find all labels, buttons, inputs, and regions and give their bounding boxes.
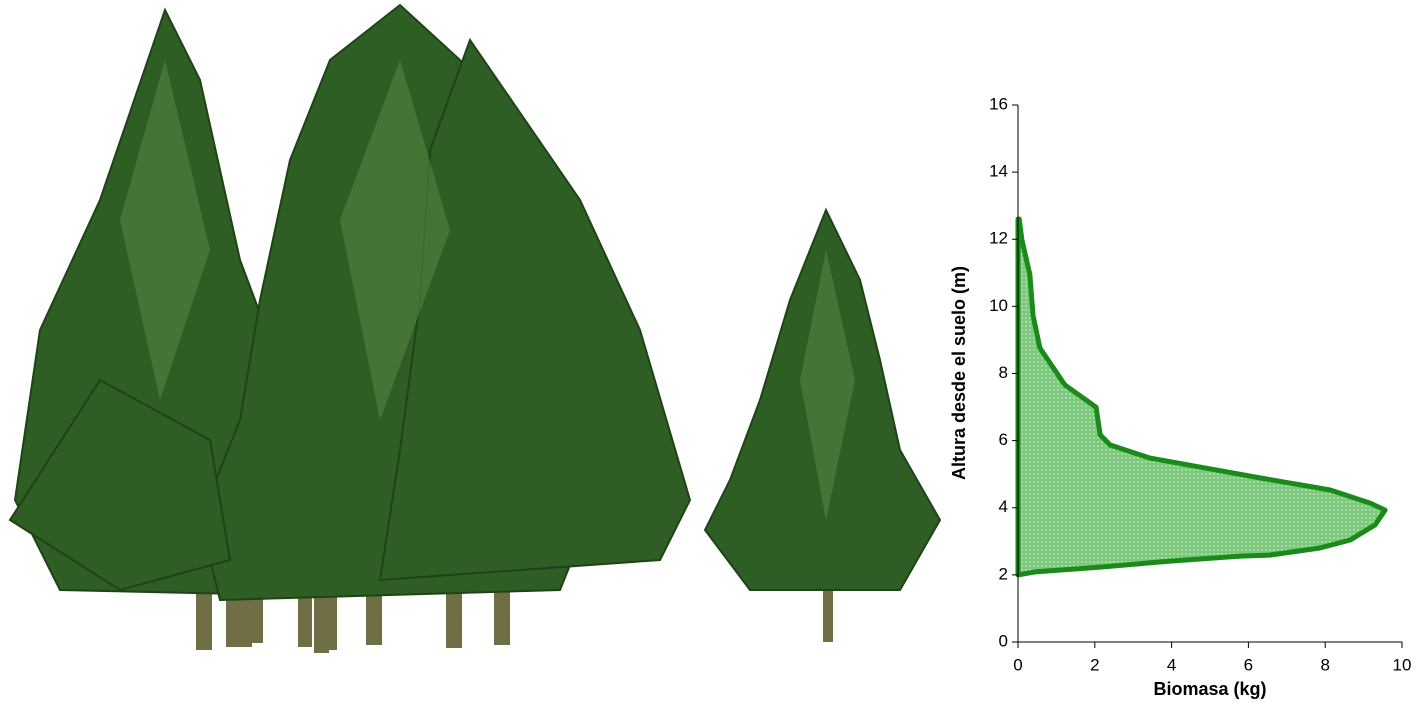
- x-tick-label: 10: [1393, 655, 1412, 674]
- y-tick-label: 0: [999, 631, 1008, 650]
- x-tick-label: 2: [1090, 655, 1099, 674]
- x-tick-label: 8: [1320, 655, 1329, 674]
- x-tick-label: 6: [1244, 655, 1253, 674]
- y-tick-label: 6: [999, 430, 1008, 449]
- y-tick-label: 10: [989, 296, 1008, 315]
- y-tick-label: 12: [989, 229, 1008, 248]
- y-tick-label: 4: [999, 497, 1008, 516]
- y-axis-title: Altura desde el suelo (m): [949, 266, 969, 480]
- x-tick-label: 4: [1167, 655, 1176, 674]
- area: [1015, 216, 1388, 578]
- tree-illustration: [8, 3, 942, 653]
- y-tick-label: 16: [989, 94, 1008, 113]
- chart: Biomasa (kg) Altura desde el suelo (m): [949, 266, 1267, 699]
- y-tick-label: 14: [989, 162, 1008, 181]
- y-tick-label: 2: [999, 564, 1008, 583]
- x-axis-title: Biomasa (kg): [1153, 679, 1266, 699]
- y-tick-label: 8: [999, 363, 1008, 382]
- x-tick-label: 0: [1013, 655, 1022, 674]
